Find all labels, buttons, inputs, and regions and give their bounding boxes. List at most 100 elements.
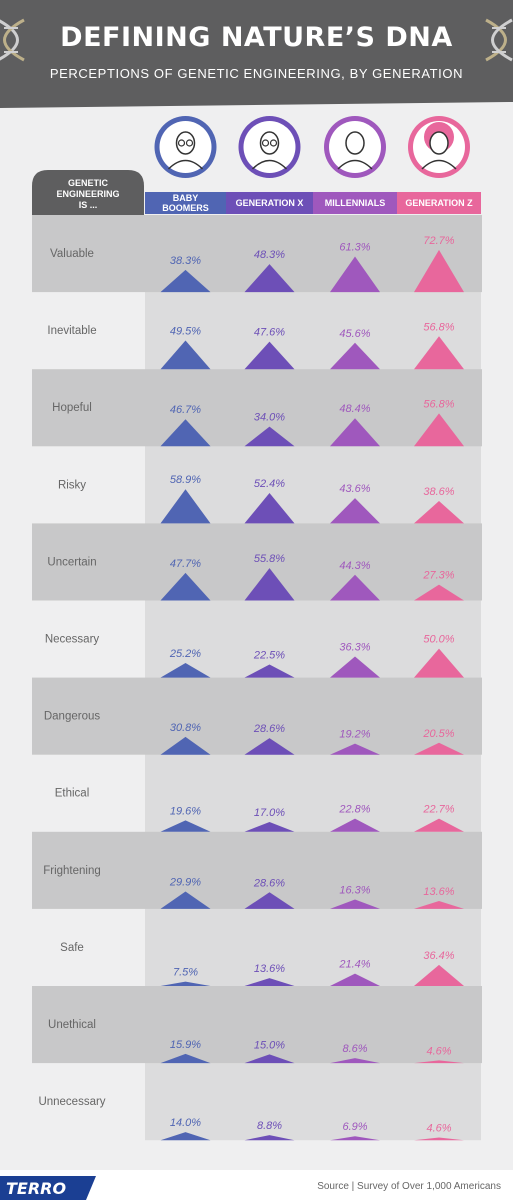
triangle-mark [330,743,380,755]
value-label: 43.6% [339,483,370,495]
avatar-face [175,131,196,155]
value-label: 25.2% [169,648,201,660]
value-label: 36.4% [423,950,454,962]
avatar-face [345,131,365,155]
value-label: 47.7% [170,558,201,570]
triangle-mark [244,664,295,678]
triangle-mark [414,336,464,370]
value-label: 8.6% [342,1043,367,1055]
column-header [313,192,397,214]
triangle-mark [244,426,295,447]
value-label: 16.3% [339,884,370,896]
column-header [145,192,226,214]
row-label: Necessary [45,634,100,646]
row-band [32,677,482,755]
logo-text: TERRO [6,1179,66,1198]
value-label: 13.6% [423,886,454,898]
row-label: Unethical [48,1019,96,1031]
value-label: 28.6% [253,723,285,735]
triangle-mark [160,981,211,986]
dna-icon [485,18,513,62]
value-label: 6.9% [342,1121,367,1133]
row-header-tag [32,170,144,215]
row-band [32,986,482,1064]
value-label: 61.3% [339,242,370,254]
value-label: 30.8% [170,722,201,734]
value-label: 22.7% [422,804,454,816]
column-header-label: GENERATION Z [405,198,473,208]
column-header-label: MILLENNIALS [325,198,386,208]
row-label: Dangerous [44,711,101,723]
value-label: 27.3% [422,570,454,582]
triangle-mark [160,419,211,447]
value-label: 56.8% [423,321,454,333]
avatar-glasses [261,139,270,147]
row-label: Uncertain [47,556,96,568]
row-label: Valuable [50,248,94,260]
row-label: Ethical [55,788,90,800]
triangle-mark [244,1135,295,1141]
triangle-mark [160,1132,211,1141]
triangle-mark [244,493,295,524]
value-label: 34.0% [254,412,285,424]
triangle-mark [330,818,380,832]
row-label: Hopeful [52,402,92,414]
triangle-mark [414,648,464,678]
triangle-mark [244,738,295,755]
value-label: 20.5% [422,728,454,740]
value-label: 15.0% [254,1039,285,1051]
value-label: 8.8% [257,1120,282,1132]
value-label: 52.4% [254,478,285,490]
terro-logo: TERRO [0,1176,96,1200]
triangle-mark [160,1053,211,1064]
triangle-mark [244,568,295,601]
value-label: 28.6% [253,877,285,889]
triangle-mark [414,413,464,447]
row-label: Inevitable [47,325,96,337]
page-title: DEFINING NATURE’S DNA [60,22,453,53]
avatar-shoulders [337,159,373,170]
avatar-glasses [269,139,278,147]
value-label: 47.6% [254,327,285,339]
value-label: 19.6% [170,805,201,817]
value-label: 14.0% [170,1117,201,1129]
column-header [226,192,313,214]
triangle-mark [160,820,211,832]
dna-icon [0,18,25,62]
triangle-mark [160,572,211,601]
triangle-mark [330,973,380,986]
value-label: 36.3% [339,642,370,654]
value-label: 17.0% [254,807,285,819]
triangle-mark [330,1058,380,1064]
value-label: 22.8% [338,804,370,816]
triangle-mark [160,891,211,909]
value-label: 21.4% [338,959,370,971]
triangle-mark [160,736,211,755]
avatar-face [259,131,280,155]
value-label: 48.4% [339,403,370,415]
value-label: 49.5% [170,325,201,337]
value-label: 15.9% [170,1039,201,1051]
triangle-mark [244,892,295,909]
column-header-label: GENERATION X [236,198,304,208]
row-header-text: ENGINEERING [56,189,119,199]
triangle-mark [330,574,380,601]
triangle-mark [330,1136,380,1141]
triangle-mark [244,1054,295,1064]
triangle-mark [160,269,211,293]
triangle-mark [160,489,211,524]
triangle-mark [330,656,380,678]
value-label: 44.3% [339,560,370,572]
triangle-mark [414,249,464,293]
row-band [32,369,482,447]
row-band [32,831,482,909]
triangle-mark [244,978,295,986]
triangle-mark [414,501,464,524]
value-label: 72.7% [423,235,454,247]
triangle-mark [244,821,295,832]
value-label: 38.3% [170,255,201,267]
generation-chart: Valuable Inevitable Hopeful Risky Uncertain N… [32,116,482,1141]
triangle-mark [414,584,464,601]
triangle-mark [244,264,295,293]
value-label: 48.3% [254,249,285,261]
